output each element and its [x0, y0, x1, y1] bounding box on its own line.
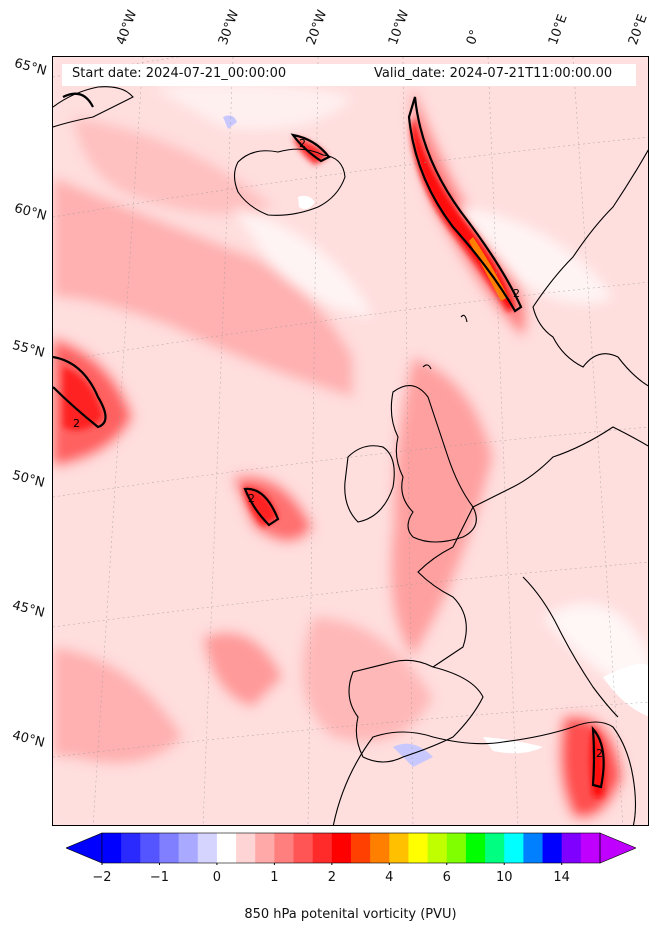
- lon-label-20w: 20°W: [303, 8, 331, 47]
- colorbar-swatch: [561, 833, 582, 863]
- lon-label-10w: 10°W: [385, 8, 413, 47]
- colorbar-tick-label: 1: [270, 870, 279, 885]
- colorbar-tick-label: 14: [553, 870, 570, 885]
- white-patch-iceland: [298, 195, 315, 210]
- lat-label-60n: 60°N: [12, 201, 49, 224]
- contour-label: 2: [73, 417, 80, 430]
- colorbar-swatch: [140, 833, 160, 863]
- colorbar-swatch: [389, 833, 409, 863]
- lat-label-55n: 55°N: [10, 338, 47, 361]
- colorbar-outline: [101, 832, 601, 864]
- colorbar-swatch: [197, 833, 218, 863]
- colorbar-swatch: [255, 833, 275, 863]
- colorbar-label: 850 hPa potenital vorticity (PVU): [244, 907, 457, 922]
- header-band: [62, 64, 636, 86]
- colorbar-swatch: [312, 833, 333, 863]
- colorbar-swatch: [102, 833, 122, 863]
- start-date-label: Start date: 2024-07-21_00:00:00: [72, 66, 287, 81]
- pv-shading: [53, 57, 648, 825]
- contour-labels: 2 2 2 2 2: [73, 137, 603, 760]
- colorbar-swatch: [465, 833, 486, 863]
- white-patch-africa: [483, 737, 543, 754]
- colorbar-swatch: [504, 833, 524, 863]
- lon-label-20e: 20°E: [625, 12, 651, 48]
- coastlines: [53, 86, 648, 825]
- colorbar-swatch: [351, 833, 371, 863]
- colorbar-tick-label: 6: [442, 870, 451, 885]
- graticule: [53, 57, 648, 825]
- colorbar-swatch: [542, 833, 563, 863]
- colorbar-swatch: [485, 833, 505, 863]
- blue-patch: [223, 115, 237, 129]
- colorbar-tick-label: 4: [385, 870, 394, 885]
- lon-label-10e: 10°E: [545, 12, 571, 48]
- colorbar-tick-label: −1: [149, 870, 170, 885]
- lon-label-0: 0°: [463, 27, 484, 47]
- colorbar-swatch: [121, 833, 141, 863]
- lat-label-45n: 45°N: [10, 598, 47, 621]
- lon-label-40w: 40°W: [113, 8, 141, 47]
- colorbar-swatch: [580, 833, 601, 863]
- contour-label: 2: [248, 492, 255, 505]
- colorbar-swatch: [236, 833, 256, 863]
- colorbar-swatch: [446, 833, 467, 863]
- colorbar-swatch: [293, 833, 314, 863]
- pv-field-map: 2 2 2 2 2: [53, 57, 648, 825]
- valid-date-label: Valid_date: 2024-07-21T11:00:00.00: [374, 66, 613, 81]
- colorbar: [66, 832, 636, 865]
- lat-label-65n: 65°N: [12, 56, 49, 79]
- lat-label-40n: 40°N: [10, 728, 47, 751]
- contour-label: 2: [596, 747, 603, 760]
- lat-label-50n: 50°N: [10, 468, 47, 491]
- colorbar-arrow-low: [66, 832, 103, 864]
- colorbar-arrow-high: [599, 832, 636, 864]
- colorbar-swatch: [408, 833, 429, 863]
- contour-label: 2: [299, 137, 306, 150]
- pv-2-contours: [53, 92, 605, 789]
- colorbar-swatch: [331, 833, 352, 863]
- colorbar-tick-label: 0: [212, 870, 222, 885]
- colorbar-swatch: [370, 833, 390, 863]
- lon-label-30w: 30°W: [215, 8, 243, 47]
- colorbar-swatch: [178, 833, 199, 863]
- colorbar-tick-label: 10: [495, 870, 513, 885]
- contour-label: 2: [513, 287, 520, 300]
- colorbar-swatch: [159, 833, 180, 863]
- colorbar-swatch: [523, 833, 544, 863]
- colorbar-swatch: [427, 833, 448, 863]
- colorbar-tick-label: 2: [327, 870, 336, 885]
- colorbar-swatch: [274, 833, 295, 863]
- colorbar-tick-label: −2: [92, 870, 112, 885]
- colorbar-swatch: [216, 833, 237, 863]
- map-panel: 2 2 2 2 2: [52, 56, 649, 826]
